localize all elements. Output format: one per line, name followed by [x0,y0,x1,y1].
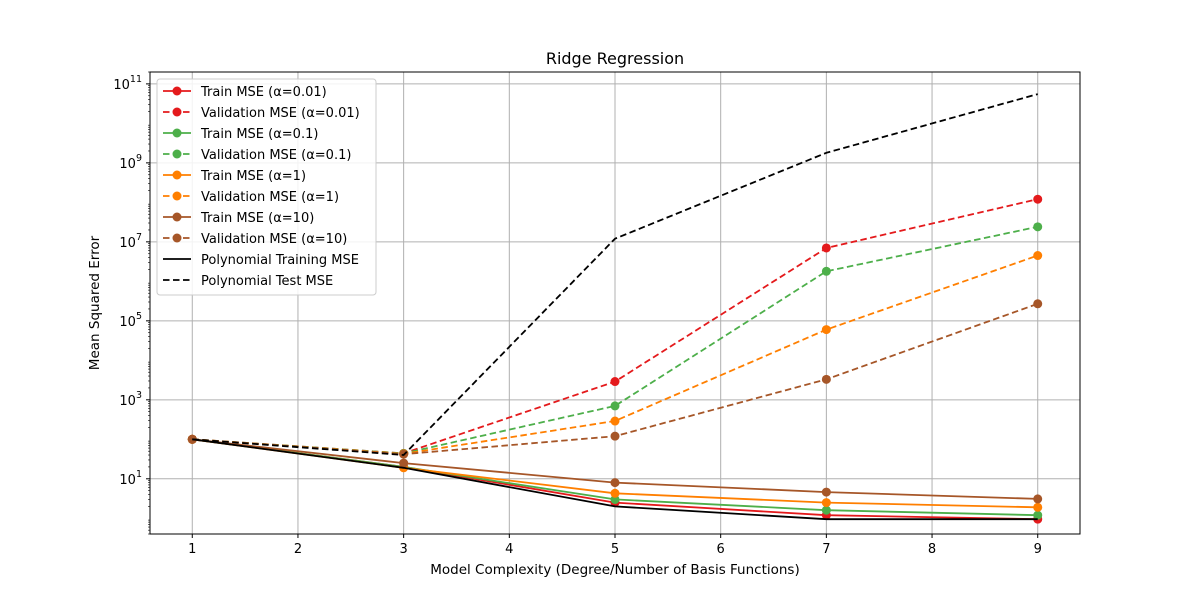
data-point [610,431,620,441]
data-point [187,434,197,444]
y-tick-exponent: 3 [136,390,142,401]
legend-label: Train MSE (α=0.1) [200,127,318,142]
legend-marker [172,149,182,159]
legend-marker [172,170,182,180]
data-point [821,325,831,335]
data-point [821,505,831,515]
y-tick-exponent: 5 [136,311,142,322]
data-point [1033,299,1043,309]
y-tick-label: 101 [119,469,142,488]
data-point [821,487,831,497]
data-point [610,488,620,498]
legend-marker [172,212,182,222]
legend-marker [172,233,182,243]
y-tick-label: 109 [119,153,142,172]
x-tick-label: 8 [928,542,936,557]
legend-label: Polynomial Training MSE [201,253,359,268]
data-point [610,494,620,504]
y-tick-label: 105 [119,311,142,330]
y-tick-exponent: 11 [130,74,142,85]
legend-box [156,78,377,296]
y-axis-label: Mean Squared Error [87,235,103,370]
x-tick-label: 4 [505,542,513,557]
y-tick-label: 103 [119,390,142,409]
data-point [821,374,831,384]
data-point [1033,510,1043,520]
data-point [610,416,620,426]
x-tick-label: 6 [717,542,725,557]
series-line [192,93,1038,456]
y-tick-label: 107 [119,232,142,251]
y-tick-exponent: 7 [136,232,142,243]
y-tick-label: 1011 [113,74,142,93]
chart-title: Ridge Regression [546,49,684,68]
x-tick-label: 9 [1034,542,1042,557]
data-point [821,498,831,508]
legend-marker [172,86,182,96]
legend-label: Polynomial Test MSE [201,274,333,289]
y-tick-exponent: 9 [136,153,142,164]
data-point [1033,222,1043,232]
data-point [1033,194,1043,204]
x-tick-label: 1 [188,542,196,557]
legend-marker [172,107,182,117]
x-tick-label: 7 [822,542,830,557]
y-tick-base: 10 [113,78,130,93]
x-axis: 1 2 3 4 5 6 7 8 9 [188,534,1042,557]
series-line [192,438,1038,521]
data-point [610,401,620,411]
legend-label: Validation MSE (α=0.01) [201,106,360,121]
data-point [821,266,831,276]
y-tick-base: 10 [119,236,136,251]
y-tick-base: 10 [119,394,136,409]
legend-label: Train MSE (α=0.01) [200,85,327,100]
legend-label: Validation MSE (α=10) [201,232,347,247]
x-axis-label: Model Complexity (Degree/Number of Basis… [430,562,800,578]
y-tick-exponent: 1 [136,469,142,480]
legend-label: Validation MSE (α=0.1) [201,148,351,163]
y-tick-base: 10 [119,473,136,488]
data-point [821,243,831,253]
legend-label: Validation MSE (α=1) [201,190,339,205]
data-point [1033,502,1043,512]
x-tick-label: 2 [294,542,302,557]
y-tick-base: 10 [119,157,136,172]
legend-marker [172,128,182,138]
legend-label: Train MSE (α=1) [200,169,306,184]
x-tick-label: 5 [611,542,619,557]
legend-marker [172,191,182,201]
data-point [399,458,409,468]
x-tick-label: 3 [399,542,407,557]
legend: Train MSE (α=0.01) Validation MSE (α=0.01… [156,78,377,296]
y-tick-base: 10 [119,315,136,330]
data-point [610,377,620,387]
data-point [610,478,620,488]
legend-label: Train MSE (α=10) [200,211,314,226]
series-layer [187,93,1043,524]
data-point [1033,251,1043,261]
data-point [1033,494,1043,504]
